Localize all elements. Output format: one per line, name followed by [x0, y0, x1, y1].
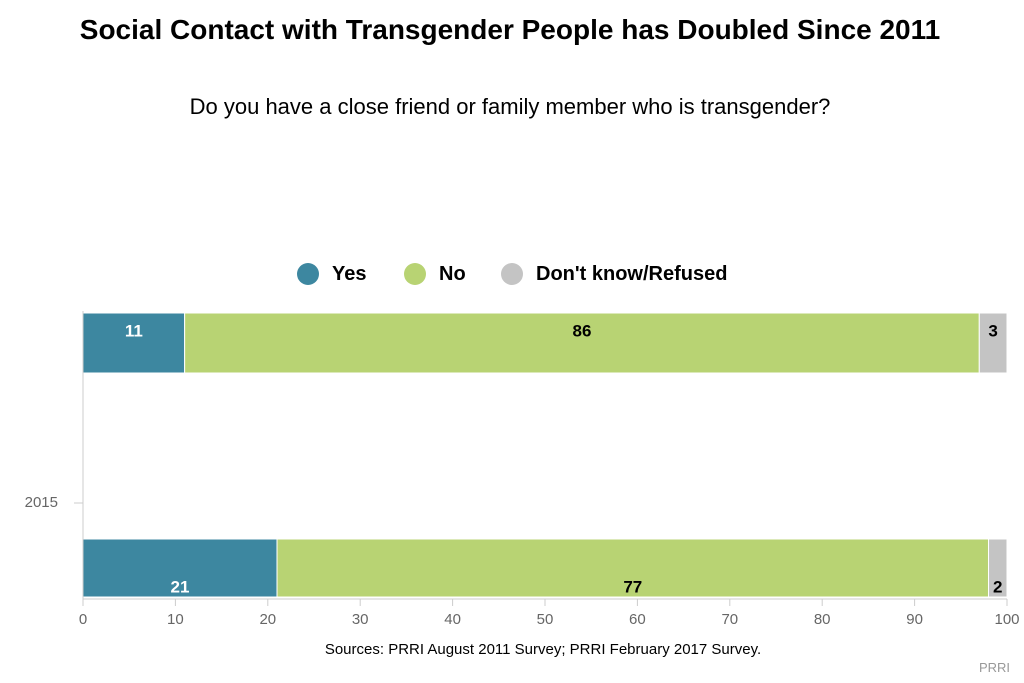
legend-item-no[interactable]: No: [404, 261, 466, 287]
x-tick-label-70: 70: [721, 611, 738, 628]
legend-item-yes[interactable]: Yes: [297, 261, 366, 287]
data-label-dk-row1: 3: [988, 321, 997, 340]
legend-label-dk: Don't know/Refused: [536, 262, 728, 285]
bar-no-row1: [184, 312, 980, 374]
x-tick-label-100: 100: [994, 611, 1019, 628]
bar-dk-row2: [988, 538, 1008, 598]
bar-no-row2: [276, 538, 990, 598]
data-label-no-row2: 77: [623, 577, 642, 596]
y-tick-label-2015: 2015: [25, 494, 58, 511]
x-tick-label-60: 60: [629, 611, 646, 628]
x-tick-label-10: 10: [167, 611, 184, 628]
bar-yes-row2: [82, 538, 278, 598]
legend-label-yes: Yes: [332, 262, 367, 285]
data-label-yes-row2: 21: [171, 577, 190, 596]
bar-dk-row1: [978, 312, 1008, 374]
x-tick-label-30: 30: [352, 611, 369, 628]
x-tick-label-0: 0: [79, 611, 87, 628]
data-label-no-row1: 86: [572, 321, 591, 340]
x-tick-label-80: 80: [814, 611, 831, 628]
x-tick-label-50: 50: [537, 611, 554, 628]
x-tick-label-40: 40: [444, 611, 461, 628]
bar-yes-row1: [82, 312, 186, 374]
legend-label-no: No: [439, 262, 466, 285]
source-note: Sources: PRRI August 2011 Survey; PRRI F…: [324, 641, 762, 658]
legend: Yes No Don't know/Refused: [0, 261, 1024, 287]
x-tick-label-20: 20: [259, 611, 276, 628]
legend-swatch-yes: [297, 263, 319, 285]
legend-swatch-dk: [501, 263, 523, 285]
x-tick-label-90: 90: [906, 611, 923, 628]
chart-title: Social Contact with Transgender People h…: [79, 14, 941, 45]
legend-swatch-no: [404, 263, 426, 285]
data-label-yes-row1: 11: [125, 321, 143, 340]
legend-item-dk[interactable]: Don't know/Refused: [501, 261, 727, 287]
data-label-dk-row2: 2: [993, 577, 1002, 596]
credit: PRRI: [978, 660, 1010, 675]
chart-subtitle: Do you have a close friend or family mem…: [189, 94, 831, 119]
